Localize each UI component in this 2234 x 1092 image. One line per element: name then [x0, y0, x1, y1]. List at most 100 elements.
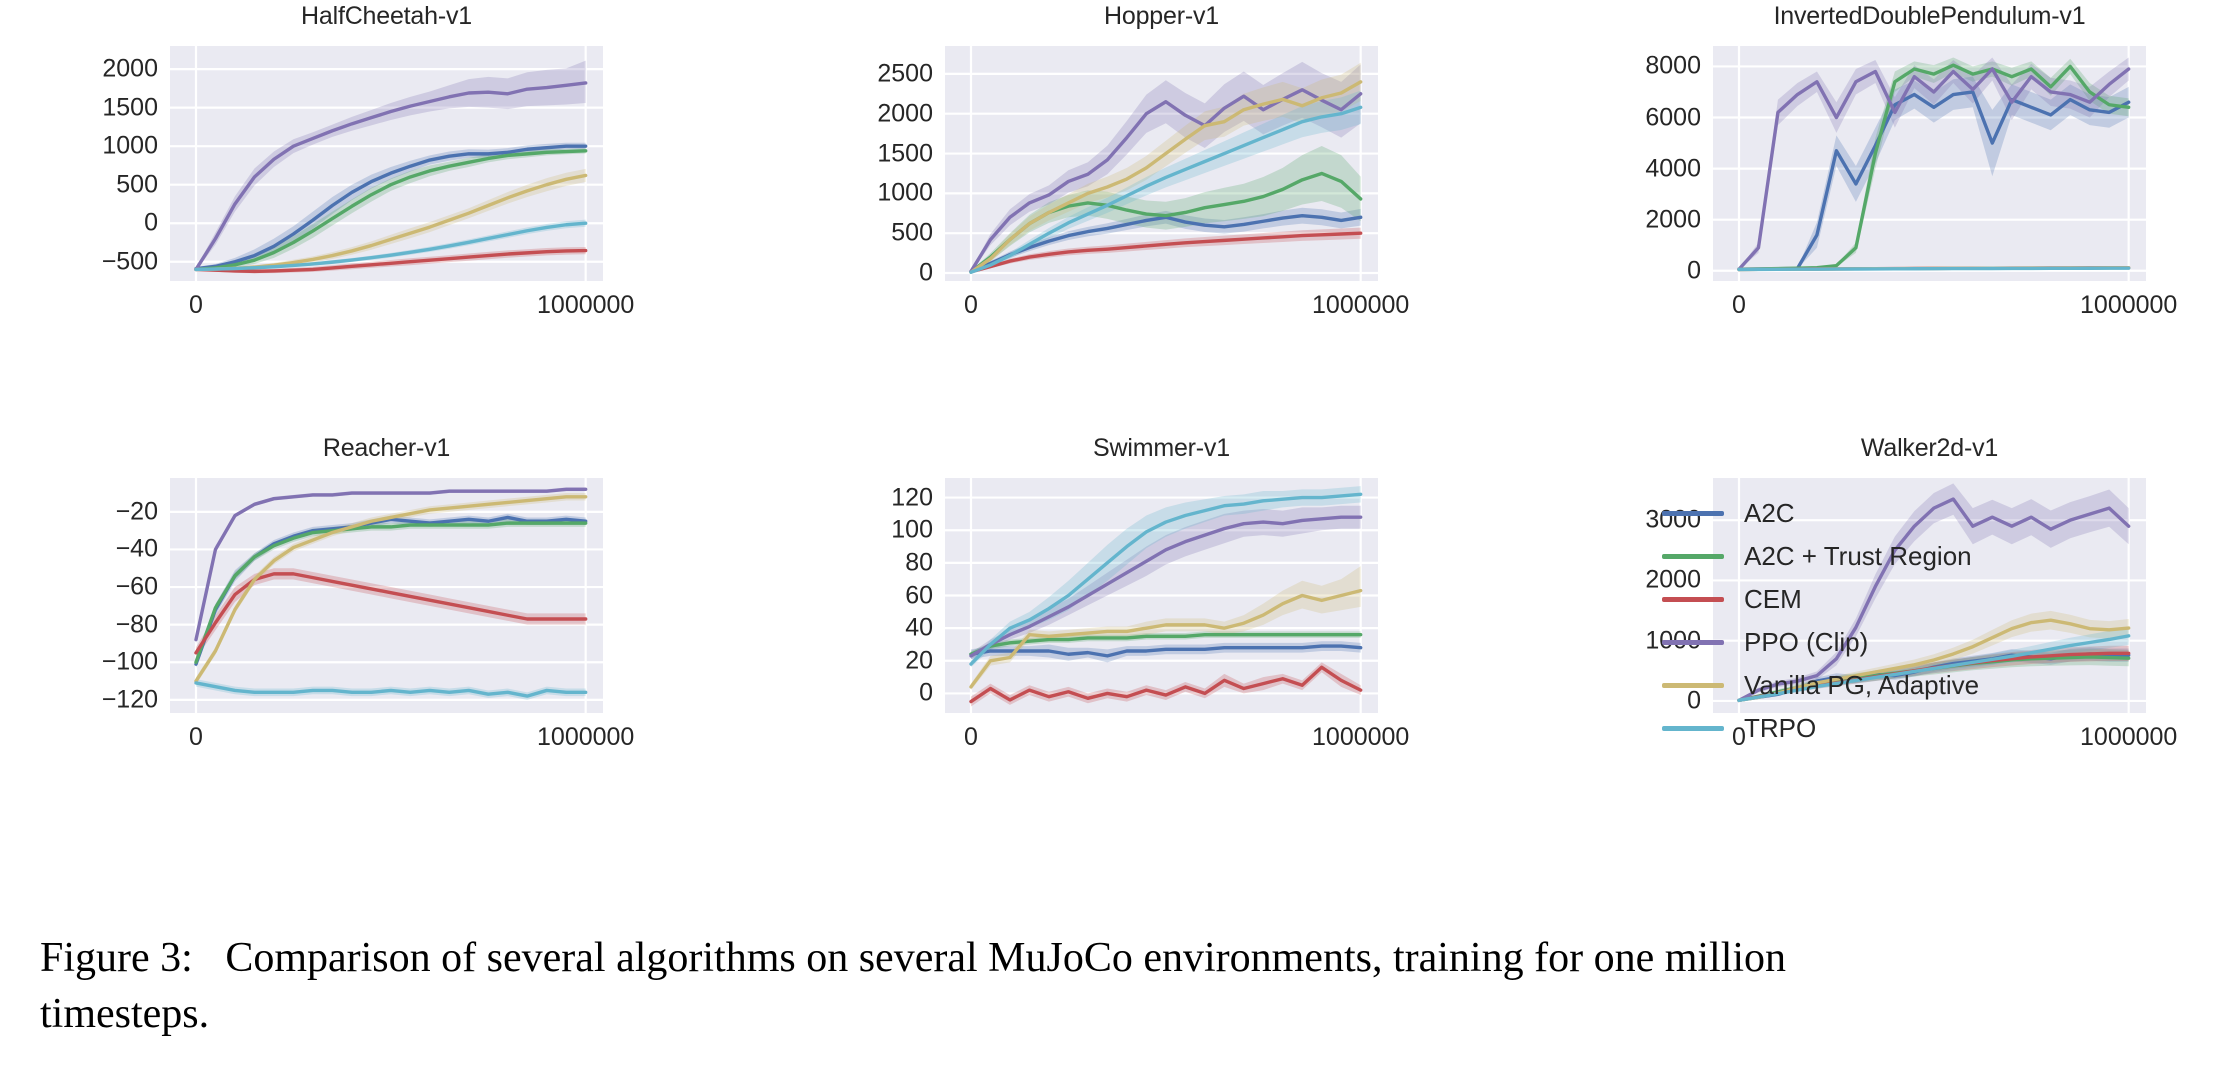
- legend-item-label: PPO (Clip): [1744, 627, 1869, 657]
- confidence-band: [195, 568, 586, 659]
- plot-area: −500 0 500 1000 1500 2000 0 1000000: [102, 46, 634, 319]
- y-tick-label: −100: [101, 647, 158, 676]
- y-tick-label: 1500: [102, 93, 158, 122]
- y-tick-label: 0: [919, 678, 933, 707]
- confidence-band: [195, 60, 586, 271]
- y-tick-label: 120: [891, 483, 933, 512]
- legend-item-cem[interactable]: CEM: [1662, 578, 1979, 621]
- panel-hopper-v1: Hopper-v1 0 500 1000 1500 2000 2500 0 1000000: [877, 2, 1409, 327]
- series-line: [194, 495, 588, 683]
- y-tick-label: −80: [115, 610, 158, 639]
- legend-item-label: CEM: [1744, 584, 1802, 614]
- series-line: [969, 231, 1363, 274]
- legend-color-swatch: [1662, 640, 1724, 645]
- x-tick-label: 1000000: [2080, 291, 2178, 319]
- x-tick-label: 0: [1732, 291, 1746, 319]
- y-tick-label: 2000: [1645, 205, 1701, 234]
- plot-background: [1713, 46, 2146, 281]
- y-tick-label: 3000: [1645, 505, 1701, 534]
- legend-item-label: A2C + Trust Region: [1744, 541, 1972, 571]
- legend-color-swatch: [1662, 726, 1724, 731]
- plot-area: 010002000300001000000: [1645, 478, 2177, 751]
- plot-canvas: [170, 478, 603, 713]
- panel-title: InvertedDoublePendulum-v1: [1773, 2, 2086, 30]
- plot-area: 0 2000 4000 6000 8000 0 1000000: [1645, 46, 2177, 319]
- y-tick-label: 40: [905, 613, 933, 642]
- panel-title: Reacher-v1: [322, 434, 451, 462]
- legend-item-trpo[interactable]: TRPO: [1662, 707, 1979, 750]
- x-tick-label: 1000000: [1312, 291, 1410, 319]
- plot-background: [1713, 478, 2146, 713]
- confidence-band: [195, 246, 586, 274]
- series-line: [194, 144, 588, 271]
- panel-title: Swimmer-v1: [1093, 434, 1230, 462]
- series-line: [969, 88, 1363, 274]
- x-tick-label: 0: [189, 723, 203, 751]
- legend-color-swatch: [1662, 683, 1724, 688]
- confidence-band: [195, 148, 586, 271]
- y-tick-label: −60: [115, 572, 158, 601]
- series-line: [1737, 266, 2131, 272]
- legend-item-label: Vanilla PG, Adaptive: [1744, 670, 1980, 700]
- series-line: [194, 521, 588, 664]
- series-line: [1737, 497, 2131, 703]
- plot-area: −20 −40 −60 −80 −100 −120 0 1000000: [102, 478, 634, 751]
- legend-item-ppo-clip-[interactable]: PPO (Clip): [1662, 621, 1979, 664]
- y-tick-label: 1000: [877, 178, 933, 207]
- legend-item-vanilla-pg-adaptive[interactable]: Vanilla PG, Adaptive: [1662, 664, 1979, 707]
- series-line: [969, 632, 1363, 656]
- plot-area: 0 500 1000 1500 2000 2500 0 1000000: [877, 46, 1409, 319]
- y-tick-label: 0: [144, 208, 158, 237]
- y-tick-label: 500: [116, 170, 158, 199]
- series-line: [1737, 634, 2131, 703]
- panel-title: Hopper-v1: [1104, 2, 1219, 30]
- series-line: [969, 80, 1363, 274]
- y-tick-label: 2500: [877, 59, 933, 88]
- plot-background: [945, 46, 1378, 281]
- panel-halfcheetah-v1: HalfCheetah-v1 −500 0 500 1000 1500 2000 0 10000…: [102, 2, 635, 327]
- y-tick-label: 2000: [1645, 565, 1701, 594]
- x-tick-label: 1000000: [2080, 723, 2178, 751]
- caption-label: Figure 3:: [40, 935, 193, 981]
- series-line: [194, 681, 588, 698]
- panel-reacher-v1: Reacher-v1 −20 −40 −60 −80 −100 −120 0 1000000: [102, 434, 635, 759]
- plot-canvas: [945, 46, 1378, 281]
- y-tick-label: −40: [115, 534, 158, 563]
- y-tick-label: 8000: [1645, 51, 1701, 80]
- series-line: [969, 105, 1363, 274]
- series-line: [1737, 618, 2131, 703]
- y-tick-label: 1000: [102, 131, 158, 160]
- series-line: [969, 515, 1363, 658]
- confidence-band: [970, 505, 1361, 660]
- plot-canvas: [1713, 478, 2146, 713]
- legend-color-swatch: [1662, 511, 1724, 516]
- panel-title: Walker2d-v1: [1860, 434, 1999, 462]
- y-tick-label: 100: [891, 515, 933, 544]
- series-line: [194, 248, 588, 274]
- series-line: [969, 665, 1363, 704]
- series-line: [194, 221, 588, 272]
- x-tick-label: 0: [1732, 723, 1746, 751]
- series-line: [969, 492, 1363, 666]
- panel-walker2d-v1: Walker2d-v1010002000300001000000: [1645, 434, 2177, 759]
- y-tick-label: 80: [905, 548, 933, 577]
- y-tick-label: −120: [101, 685, 158, 714]
- series-line: [194, 487, 588, 642]
- x-tick-label: 1000000: [537, 291, 635, 319]
- y-tick-label: 4000: [1645, 154, 1701, 183]
- plot-canvas: [1713, 46, 2146, 281]
- confidence-band: [1738, 57, 2129, 270]
- series-line: [969, 588, 1363, 689]
- x-tick-label: 1000000: [1312, 723, 1410, 751]
- y-tick-label: 60: [905, 581, 933, 609]
- x-tick-label: 0: [964, 291, 978, 319]
- y-tick-label: 2000: [877, 99, 933, 128]
- y-tick-label: 1500: [877, 139, 933, 168]
- legend: A2C A2C + Trust Region CEM PPO (Clip) Vanill…: [1662, 492, 1979, 750]
- y-tick-label: 0: [919, 258, 933, 287]
- legend-item-a2c[interactable]: A2C: [1662, 492, 1979, 535]
- plot-area: 0 20 40 60 80 100 120 0 1000000: [891, 478, 1409, 751]
- panel-title: HalfCheetah-v1: [301, 2, 472, 30]
- legend-item-a2c-trust-region[interactable]: A2C + Trust Region: [1662, 535, 1979, 578]
